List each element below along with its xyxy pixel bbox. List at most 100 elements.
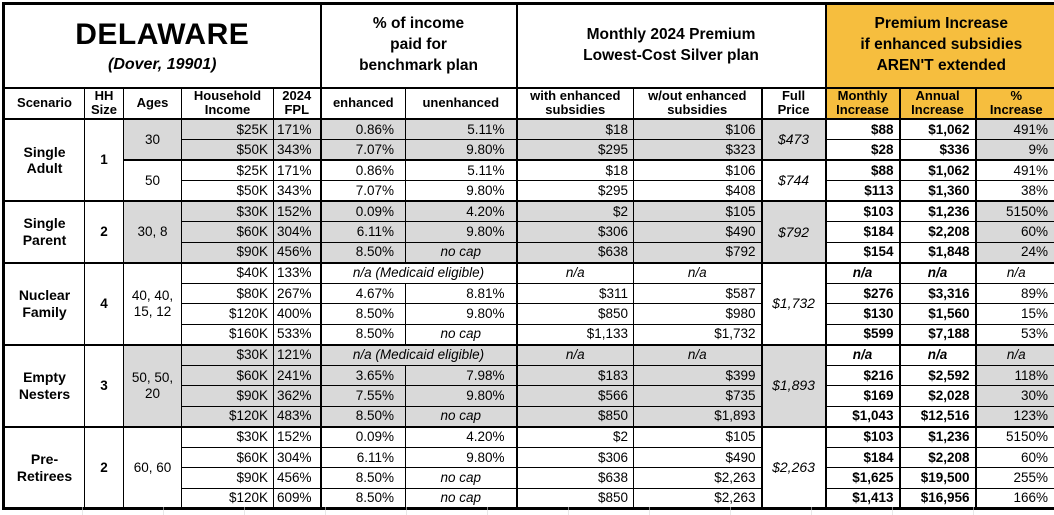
table-row: Nuclear Family 4 40, 40, 15, 12 $40K 133% n/a… — [3, 261, 1054, 346]
annual-increase: $7,188 — [898, 323, 977, 346]
fpl-pct: 456% — [272, 467, 322, 489]
unenhanced-pct: 4.20% — [405, 425, 518, 448]
unenhanced-pct: 9.80% — [405, 180, 518, 202]
unenhanced-pct: 9.80% — [405, 446, 518, 469]
table-row: $80K 267% 4.67% 8.81% $311 $587 $276 $3,316 89% — [4, 282, 1054, 305]
unenhanced-pct: no cap — [405, 467, 518, 489]
column-header: 2024 FPL — [272, 87, 322, 121]
pct-increase: 166% — [974, 487, 1054, 510]
household-income: $25K — [181, 118, 274, 141]
pct-increase: 255% — [974, 467, 1054, 489]
pct-increase: 89% — [974, 282, 1054, 305]
annual-increase: $16,956 — [898, 487, 977, 510]
title-cell: DELAWARE (Dover, 19901) — [2, 3, 322, 89]
column-header: Ages — [123, 87, 182, 121]
full-price: $1,732 — [760, 261, 827, 346]
medicaid-note: n/a (Medicaid eligible) — [319, 343, 518, 366]
household-income: $90K — [181, 385, 274, 407]
unenhanced-pct: 9.80% — [405, 303, 518, 325]
household-income: $60K — [181, 221, 274, 243]
monthly-increase: $28 — [824, 139, 901, 161]
unenhanced-pct: no cap — [405, 487, 518, 510]
full-price: $744 — [760, 159, 827, 202]
with-subsidies-premium: $2 — [515, 200, 635, 223]
wout-subsidies-premium: $106 — [633, 118, 763, 141]
enhanced-pct: 8.50% — [319, 467, 407, 489]
fpl-pct: 343% — [272, 180, 322, 202]
household-income: $120K — [181, 303, 274, 325]
pct-increase: n/a — [974, 261, 1054, 284]
column-header: w/out enhanced subsidies — [633, 87, 763, 121]
annual-increase: $1,560 — [898, 303, 977, 325]
monthly-increase: $103 — [824, 200, 901, 223]
wout-subsidies-premium: $2,263 — [633, 467, 763, 489]
household-income: $60K — [181, 364, 274, 387]
scenario-label: Pre- Retirees — [3, 425, 85, 510]
annual-increase: $2,208 — [898, 446, 977, 469]
enhanced-pct: 6.11% — [319, 221, 407, 243]
wout-subsidies-premium: $490 — [633, 221, 763, 243]
with-subsidies-premium: n/a — [515, 261, 635, 284]
monthly-increase: $276 — [824, 282, 901, 305]
pct-increase: 491% — [974, 118, 1054, 141]
enhanced-pct: 8.50% — [319, 323, 407, 346]
pct-increase: 24% — [974, 241, 1054, 264]
fpl-pct: 133% — [272, 261, 322, 284]
unenhanced-pct: 9.80% — [405, 221, 518, 243]
column-header: with enhanced subsidies — [515, 87, 635, 121]
column-header: enhanced — [319, 87, 407, 121]
with-subsidies-premium: $850 — [515, 405, 635, 428]
with-subsidies-premium: $850 — [515, 487, 635, 510]
table-row: $50K 343% 7.07% 9.80% $295 $323 $28 $336 9% — [4, 139, 1054, 161]
enhanced-pct: 4.67% — [319, 282, 407, 305]
table-row: $120K 609% 8.50% no cap $850 $2,263 $1,413 $16,… — [4, 487, 1054, 510]
household-income: $60K — [181, 446, 274, 469]
pct-increase: n/a — [974, 343, 1054, 366]
wout-subsidies-premium: $105 — [633, 200, 763, 223]
enhanced-pct: 7.07% — [319, 180, 407, 202]
wout-subsidies-premium: $399 — [633, 364, 763, 387]
with-subsidies-premium: $638 — [515, 467, 635, 489]
pct-increase: 5150% — [974, 425, 1054, 448]
with-subsidies-premium: $18 — [515, 159, 635, 182]
unenhanced-pct: 5.11% — [405, 118, 518, 141]
unenhanced-pct: 9.80% — [405, 139, 518, 161]
monthly-increase: $184 — [824, 221, 901, 243]
table-row: $120K 400% 8.50% 9.80% $850 $980 $130 $1,560 15% — [4, 303, 1054, 325]
unenhanced-pct: 9.80% — [405, 385, 518, 407]
with-subsidies-premium: $566 — [515, 385, 635, 407]
with-subsidies-premium: $638 — [515, 241, 635, 264]
table-row: Single Parent 2 30, 8 $30K 152% 0.09% 4.20% $2 $… — [3, 200, 1054, 264]
with-subsidies-premium: $850 — [515, 303, 635, 325]
table-row: Empty Nesters 3 50, 50, 20 $30K 121% n/a (Med… — [3, 343, 1054, 428]
monthly-increase: n/a — [824, 343, 901, 366]
enhanced-pct: 7.55% — [319, 385, 407, 407]
wout-subsidies-premium: $490 — [633, 446, 763, 469]
wout-subsidies-premium: $1,893 — [633, 405, 763, 428]
household-income: $120K — [181, 405, 274, 428]
hh-size: 3 — [84, 343, 124, 428]
annual-increase: $2,592 — [898, 364, 977, 387]
household-income: $160K — [181, 323, 274, 346]
table-row: $60K 304% 6.11% 9.80% $306 $490 $184 $2,208 60% — [4, 221, 1054, 243]
annual-increase: n/a — [898, 343, 977, 366]
household-income: $90K — [181, 467, 274, 489]
ages: 50, 50, 20 — [123, 343, 182, 428]
annual-increase: $12,516 — [898, 405, 977, 428]
scenario-label: Single Adult — [3, 118, 85, 202]
with-subsidies-premium: n/a — [515, 343, 635, 366]
unenhanced-pct: no cap — [405, 323, 518, 346]
table-header: DELAWARE (Dover, 19901) % of income paid… — [2, 3, 1054, 121]
wout-subsidies-premium: $408 — [633, 180, 763, 202]
column-header: Household Income — [181, 87, 274, 121]
pct-increase: 53% — [974, 323, 1054, 346]
fpl-pct: 362% — [272, 385, 322, 407]
medicaid-note: n/a (Medicaid eligible) — [319, 261, 518, 284]
fpl-pct: 456% — [272, 241, 322, 264]
enhanced-pct: 8.50% — [319, 487, 407, 510]
column-header: Full Price — [760, 87, 827, 121]
with-subsidies-premium: $306 — [515, 221, 635, 243]
with-subsidies-premium: $306 — [515, 446, 635, 469]
table-row: $160K 533% 8.50% no cap $1,133 $1,732 $599 $7,1… — [4, 323, 1054, 346]
